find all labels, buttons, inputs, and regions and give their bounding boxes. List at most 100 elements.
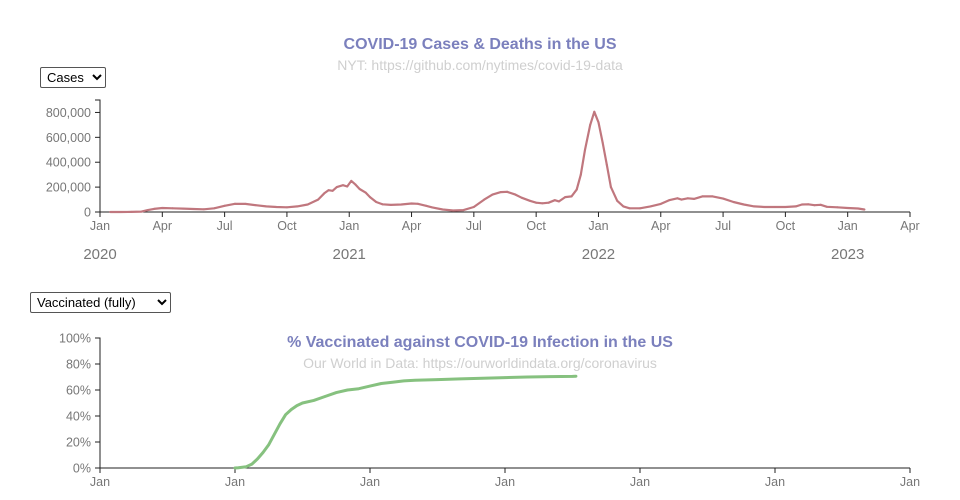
- cases-point: [327, 189, 330, 192]
- cases-point: [628, 207, 631, 210]
- cases-point: [558, 200, 560, 203]
- cases-point: [109, 211, 112, 213]
- cases-point: [528, 199, 531, 202]
- x-tick-label: Jan: [838, 219, 858, 233]
- vaccinated-line: [233, 374, 578, 470]
- x-tick-label: Jul: [217, 219, 233, 233]
- chart-subtitle: Our World in Data: https://ourworldindat…: [303, 355, 657, 371]
- cases-line: [109, 110, 866, 214]
- cases-point: [593, 110, 596, 113]
- cases-point: [483, 198, 486, 201]
- cases-point: [119, 211, 122, 213]
- cases-point: [346, 185, 349, 188]
- vaccinated-point: [436, 378, 439, 381]
- cases-point: [491, 193, 494, 196]
- cases-point: [223, 204, 226, 207]
- cases-point: [807, 203, 810, 206]
- year-label: 2022: [582, 246, 615, 263]
- x-tick-label: Apr: [900, 219, 919, 233]
- x-tick-label: Apr: [153, 219, 172, 233]
- y-tick-label: 100%: [59, 332, 91, 346]
- cases-point: [472, 206, 475, 208]
- cases-point: [275, 206, 278, 208]
- cases-point: [570, 195, 573, 198]
- cases-point: [622, 205, 625, 208]
- cases-point: [668, 199, 671, 202]
- cases-point: [171, 207, 174, 210]
- cases-point: [836, 206, 839, 209]
- y-tick-label: 400,000: [46, 156, 91, 170]
- cases-point: [701, 195, 704, 198]
- y-axis: [95, 337, 101, 468]
- vaccinated-point: [273, 433, 276, 436]
- cases-point: [686, 197, 689, 200]
- x-tick-label: Jan: [765, 475, 785, 489]
- cases-point: [846, 207, 849, 209]
- vaccinated-point: [548, 375, 552, 378]
- chart-title: % Vaccinated against COVID-19 Infection …: [287, 334, 673, 351]
- cases-point: [535, 201, 538, 204]
- cases-point: [331, 189, 334, 192]
- cases-point: [354, 183, 357, 186]
- cases-point: [680, 198, 683, 201]
- y-tick-label: 0: [84, 206, 91, 220]
- vaccinated-point: [380, 382, 383, 385]
- cases-point: [416, 202, 419, 205]
- vaccinated-point: [290, 408, 293, 411]
- x-tick-label: Jan: [588, 219, 608, 233]
- x-tick-label: Jan: [630, 475, 650, 489]
- cases-point: [130, 210, 133, 213]
- vaccination-select[interactable]: Vaccinated (fully)Vaccinated (at least o…: [30, 292, 171, 313]
- cases-point: [774, 206, 776, 208]
- x-tick-label: Oct: [526, 219, 546, 233]
- cases-point: [364, 191, 367, 194]
- vaccinated-point: [284, 413, 287, 416]
- cases-point: [784, 206, 787, 208]
- cases-point: [763, 206, 766, 208]
- year-label: 2023: [831, 246, 864, 263]
- cases-point: [400, 203, 403, 206]
- cases-point: [381, 203, 384, 206]
- y-tick-label: 60%: [66, 384, 91, 398]
- cases-point: [597, 121, 600, 124]
- vaccinated-point: [571, 375, 574, 378]
- vaccinated-point: [278, 422, 282, 425]
- cases-point: [462, 209, 465, 212]
- chart-title: COVID-19 Cases & Deaths in the US: [344, 36, 617, 53]
- vaccinated-point: [458, 377, 462, 381]
- cases-point: [452, 209, 455, 212]
- vaccinated-point: [261, 451, 265, 454]
- cases-point: [441, 208, 444, 211]
- cases-point: [722, 197, 725, 200]
- vaccinated-point: [391, 381, 394, 384]
- cases-point: [649, 205, 652, 208]
- cases-point: [711, 195, 714, 198]
- cases-point: [317, 198, 320, 201]
- cases-point: [753, 205, 756, 208]
- cases-point: [350, 179, 353, 182]
- cases-point: [296, 205, 299, 208]
- cases-point: [584, 148, 586, 151]
- cases-point: [609, 186, 612, 189]
- cases-point: [306, 203, 309, 206]
- cases-point: [825, 205, 828, 208]
- vaccinated-point: [256, 457, 259, 461]
- metric-select[interactable]: CasesDeaths: [40, 67, 106, 88]
- vaccinated-point: [357, 387, 360, 390]
- cases-point: [146, 209, 149, 212]
- vaccinated-point: [481, 377, 484, 380]
- cases-point: [161, 207, 164, 209]
- vaccinated-point: [335, 391, 338, 394]
- y-tick-label: 80%: [66, 358, 91, 372]
- x-tick-label: Jan: [495, 475, 515, 489]
- cases-point: [605, 163, 608, 166]
- cases-point: [389, 203, 392, 206]
- x-tick-label: Oct: [277, 219, 297, 233]
- cases-point: [639, 207, 641, 210]
- cases-point: [506, 190, 509, 193]
- cases-point: [801, 203, 803, 206]
- vaccinated-point: [250, 462, 254, 466]
- cases-point: [813, 204, 816, 207]
- cases-point: [153, 207, 155, 210]
- x-tick-label: Jan: [900, 475, 920, 489]
